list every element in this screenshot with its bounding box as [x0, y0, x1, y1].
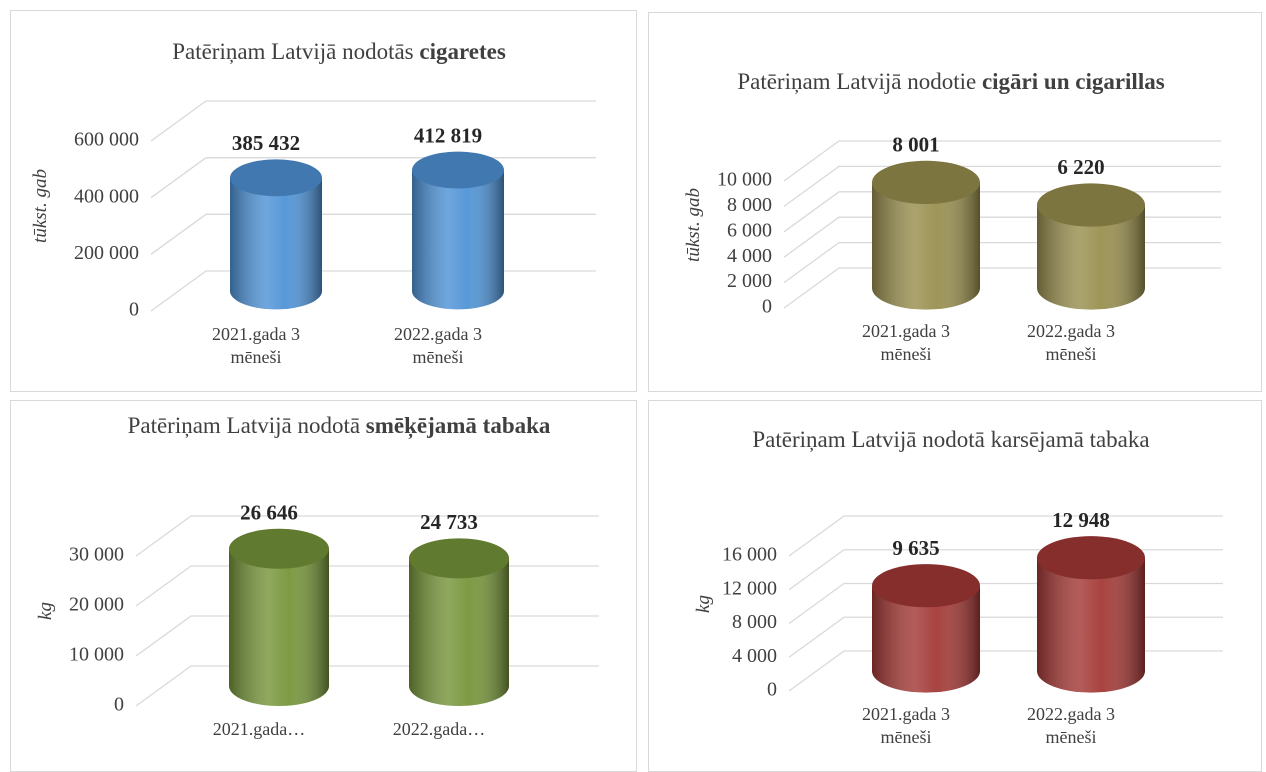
y-tick-label: 4 000	[727, 245, 772, 267]
grid-line	[150, 157, 596, 199]
x-tick-label: 2021.gada…	[212, 719, 306, 739]
bar-top-shade	[412, 151, 504, 189]
value-label: 412 819	[414, 123, 482, 147]
grid-line	[788, 515, 1223, 557]
chart-panel: 0 2 000 4 000 6 000 8 000 10 000 8 001 6 220 Pat…	[648, 12, 1262, 392]
chart-title: Patēriņam Latvijā nodotā smēķējamā tabak…	[99, 409, 579, 442]
bar-top	[1037, 536, 1145, 580]
x-tick-label: 2021.gada 3 mēneši	[212, 324, 300, 368]
bar-top	[230, 159, 322, 197]
y-tick-label: 200 000	[74, 242, 139, 264]
y-tick-label: 20 000	[69, 594, 124, 616]
grid-line	[783, 216, 1221, 258]
chart: 0 10 000 20 000 30 000 26 646 24 733	[69, 501, 599, 716]
bar-top	[872, 160, 980, 204]
x-tick-label: 2021.gada 3 mēneši	[862, 321, 950, 365]
chart-title: Patēriņam Latvijā nodotie cigāri un ciga…	[736, 65, 1166, 98]
y-tick-label: 400 000	[74, 185, 139, 207]
grid-line	[783, 241, 1221, 284]
bar-shade	[409, 558, 509, 706]
y-tick-label: 4 000	[732, 645, 777, 667]
y-axis-label: tūkst. gab	[683, 187, 704, 262]
x-tick-label: 2022.gada 3 mēneši	[1027, 704, 1115, 748]
bar-shade	[229, 548, 329, 706]
bar-shade	[872, 585, 980, 693]
y-tick-label: 10 000	[717, 169, 772, 191]
grid-line	[135, 615, 599, 657]
grid-line	[135, 665, 599, 707]
y-tick-label: 0	[114, 694, 124, 716]
bar-top-shade	[409, 538, 509, 579]
value-label: 9 635	[892, 536, 939, 560]
y-axis-label: kg	[693, 594, 714, 613]
bar-shade	[230, 177, 322, 310]
grid-line	[135, 515, 599, 557]
grid-line	[150, 270, 596, 312]
bar-top-shade	[872, 160, 980, 204]
grid-line	[135, 565, 599, 607]
bar-shade	[872, 182, 980, 310]
y-axis-label: tūkst. gab	[30, 169, 51, 243]
y-axis-label: kg	[35, 602, 56, 620]
title-part: Patēriņam Latvijā nodotā karsējamā tabak…	[752, 427, 1150, 452]
chart: 0 2 000 4 000 6 000 8 000 10 000 8 001 6 220	[717, 133, 1221, 318]
grid-line	[783, 191, 1221, 233]
bar-top-shade	[230, 159, 322, 197]
x-tick-label: 2022.gada 3 mēneši	[394, 324, 482, 368]
chart-title: Patēriņam Latvijā nodotās cigaretes	[69, 35, 609, 68]
y-tick-label: 16 000	[722, 544, 777, 566]
bar-top-shade	[1037, 536, 1145, 580]
x-tick-label: 2022.gada…	[392, 719, 486, 739]
y-tick-label: 0	[762, 296, 772, 318]
value-label: 6 220	[1057, 155, 1104, 179]
bar-top	[229, 528, 329, 569]
bar-shade	[1037, 205, 1145, 310]
title-part: Patēriņam Latvijā nodotā	[127, 413, 361, 438]
grid-line	[788, 650, 1223, 692]
grid-line	[150, 213, 596, 255]
bar-top-shade	[1037, 183, 1145, 227]
title-part: cigaretes	[419, 39, 506, 64]
grid-line	[783, 267, 1221, 309]
chart-title: Patēriņam Latvijā nodotā karsējamā tabak…	[741, 423, 1161, 456]
bar-top	[1037, 183, 1145, 227]
bar-top-shade	[872, 564, 980, 608]
title-part: Patēriņam Latvijā nodotās	[172, 39, 414, 64]
value-label: 385 432	[232, 131, 300, 155]
bar-top	[412, 151, 504, 189]
y-tick-label: 30 000	[69, 544, 124, 566]
chart-panel: 0 4 000 8 000 12 000 16 000 9 635 12 948 Patēri…	[648, 400, 1262, 772]
x-tick-label: 2021.gada 3 mēneši	[862, 704, 950, 748]
value-label: 8 001	[892, 133, 939, 157]
value-label: 26 646	[240, 501, 298, 525]
bar-shade	[412, 170, 504, 310]
title-part: cigāri un cigarillas	[981, 69, 1165, 94]
chart-panel: 0 200 000 400 000 600 000 385 432 412 819 Patē…	[10, 10, 637, 392]
chart: 0 200 000 400 000 600 000 385 432 412 819	[74, 100, 596, 321]
bar-top	[872, 564, 980, 608]
bar-shade	[1037, 557, 1145, 693]
value-label: 12 948	[1052, 508, 1110, 532]
y-tick-label: 6 000	[727, 219, 772, 241]
bar-top-shade	[229, 528, 329, 569]
grid-line	[783, 140, 1221, 182]
chart: 0 4 000 8 000 12 000 16 000 9 635 12 948	[722, 508, 1223, 701]
chart-panel: 0 10 000 20 000 30 000 26 646 24 733 Patēriņam…	[10, 400, 637, 772]
x-tick-label: 2022.gada 3 mēneši	[1027, 321, 1115, 365]
y-tick-label: 0	[129, 299, 139, 321]
value-label: 24 733	[420, 510, 478, 534]
bar-top	[409, 538, 509, 579]
grid-line	[150, 100, 596, 142]
y-tick-label: 8 000	[732, 611, 777, 633]
y-tick-label: 8 000	[727, 194, 772, 216]
y-tick-label: 600 000	[74, 129, 139, 151]
y-tick-label: 12 000	[722, 577, 777, 599]
grid-line	[783, 165, 1221, 207]
y-tick-label: 0	[767, 679, 777, 701]
y-tick-label: 10 000	[69, 644, 124, 666]
y-tick-label: 2 000	[727, 270, 772, 292]
title-part: Patēriņam Latvijā nodotie	[737, 69, 977, 94]
title-part: smēķējamā tabaka	[365, 413, 551, 438]
